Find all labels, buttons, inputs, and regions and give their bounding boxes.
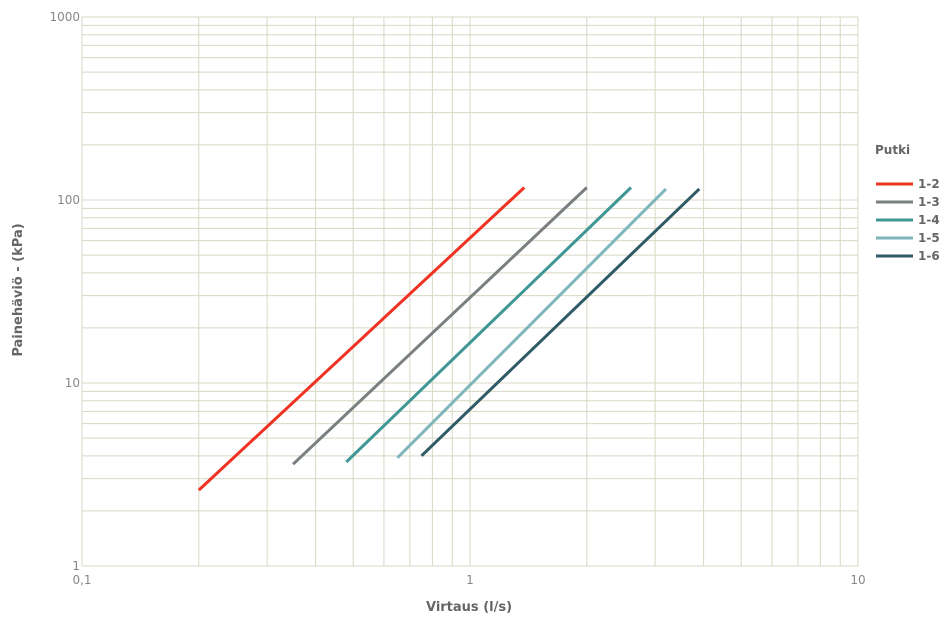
series-line-1-5 [396,187,668,459]
x-axis-ticks: 0,1 1 10 [72,573,865,587]
y-tick-label: 1 [72,559,80,573]
series-line-1-6 [420,187,701,457]
series-line-1-2 [197,186,526,492]
x-axis-title: Virtaus (l/s) [426,600,512,615]
series-lines [197,186,701,492]
x-tick-label: 1 [466,573,474,587]
x-tick-label: 0,1 [72,573,91,587]
x-tick-label: 10 [850,573,865,587]
y-tick-label: 10 [65,376,80,390]
y-axis-ticks: 1 10 100 1000 [49,10,80,573]
grid [81,16,859,567]
legend-title: Putki [875,143,910,157]
legend-label: 1-2 [918,177,940,191]
series-line-1-3 [292,186,588,466]
y-tick-label: 100 [57,193,80,207]
legend-label: 1-6 [918,249,940,263]
series-line-1-4 [345,186,633,464]
legend-label: 1-5 [918,231,940,245]
y-tick-label: 1000 [49,10,80,24]
legend: Putki 1-2 1-3 1-4 1-5 1-6 [875,143,940,263]
y-axis-title: Painehäviö - (kPa) [11,223,26,356]
legend-label: 1-4 [918,213,940,227]
legend-label: 1-3 [918,195,940,209]
